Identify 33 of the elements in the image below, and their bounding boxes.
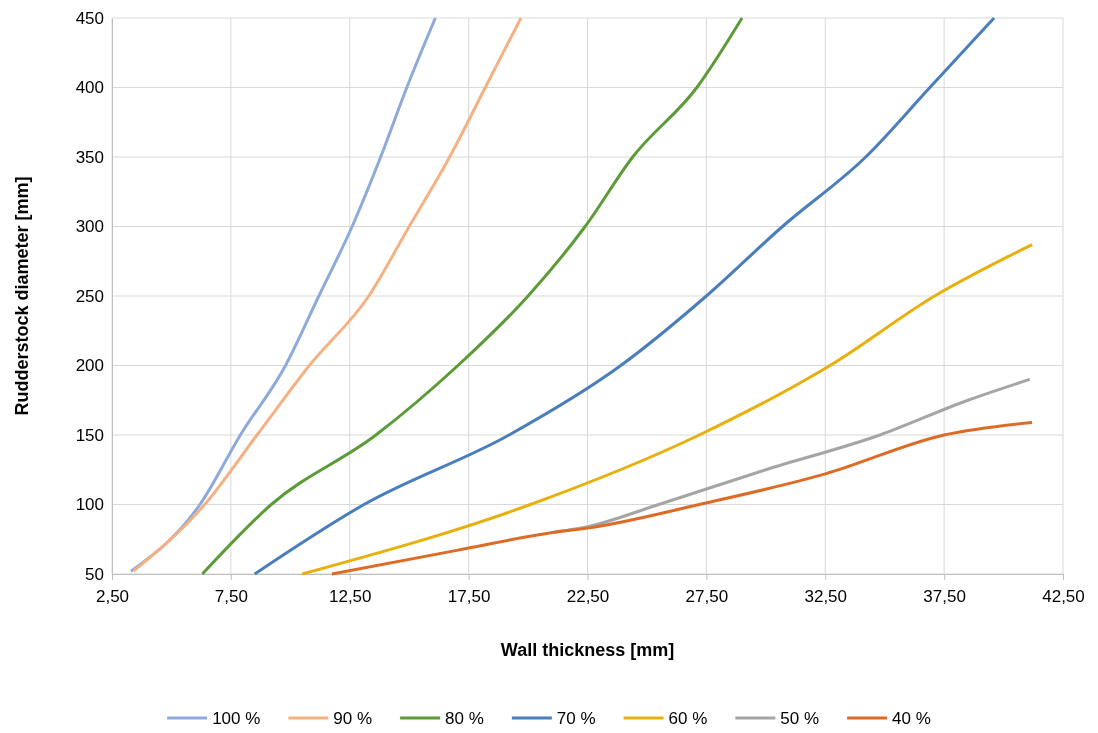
x-tick-label: 37,50 bbox=[923, 586, 966, 606]
line-series bbox=[253, 16, 996, 576]
x-tick-label: 22,50 bbox=[566, 586, 610, 606]
line-series bbox=[131, 16, 523, 573]
y-tick-label: 250 bbox=[75, 286, 104, 306]
y-tick-label: 150 bbox=[75, 425, 104, 445]
line-series bbox=[200, 16, 744, 576]
x-tick-label: 7,50 bbox=[214, 586, 248, 606]
line-series bbox=[300, 243, 1034, 576]
x-tick-label: 2,50 bbox=[95, 586, 130, 606]
y-tick-label: 50 bbox=[85, 564, 104, 584]
x-tick-label: 12,50 bbox=[328, 586, 372, 606]
line-series bbox=[129, 16, 437, 573]
y-tick-label: 400 bbox=[75, 78, 104, 98]
legend-label: 50 % bbox=[780, 709, 820, 728]
x-tick-label: 42,50 bbox=[1042, 586, 1085, 606]
y-axis-title: Rudderstock diameter [mm] bbox=[12, 176, 32, 416]
y-tick-label: 300 bbox=[75, 217, 104, 237]
x-axis-title: Wall thickness [mm] bbox=[500, 640, 675, 660]
legend-label: 100 % bbox=[212, 709, 261, 728]
y-tick-label: 450 bbox=[75, 8, 104, 28]
y-tick-label: 100 bbox=[75, 495, 104, 515]
legend-label: 70 % bbox=[556, 709, 596, 728]
legend-label: 80 % bbox=[445, 709, 484, 728]
line-series bbox=[330, 420, 1034, 576]
x-tick-label: 27,50 bbox=[685, 586, 729, 606]
y-tick-label: 200 bbox=[75, 356, 104, 376]
y-tick-label: 350 bbox=[75, 147, 104, 167]
legend-label: 60 % bbox=[668, 709, 708, 728]
legend-label: 40 % bbox=[892, 709, 931, 728]
legend-label: 90 % bbox=[333, 709, 373, 728]
x-tick-label: 32,50 bbox=[804, 586, 848, 606]
x-tick-label: 17,50 bbox=[447, 586, 491, 606]
